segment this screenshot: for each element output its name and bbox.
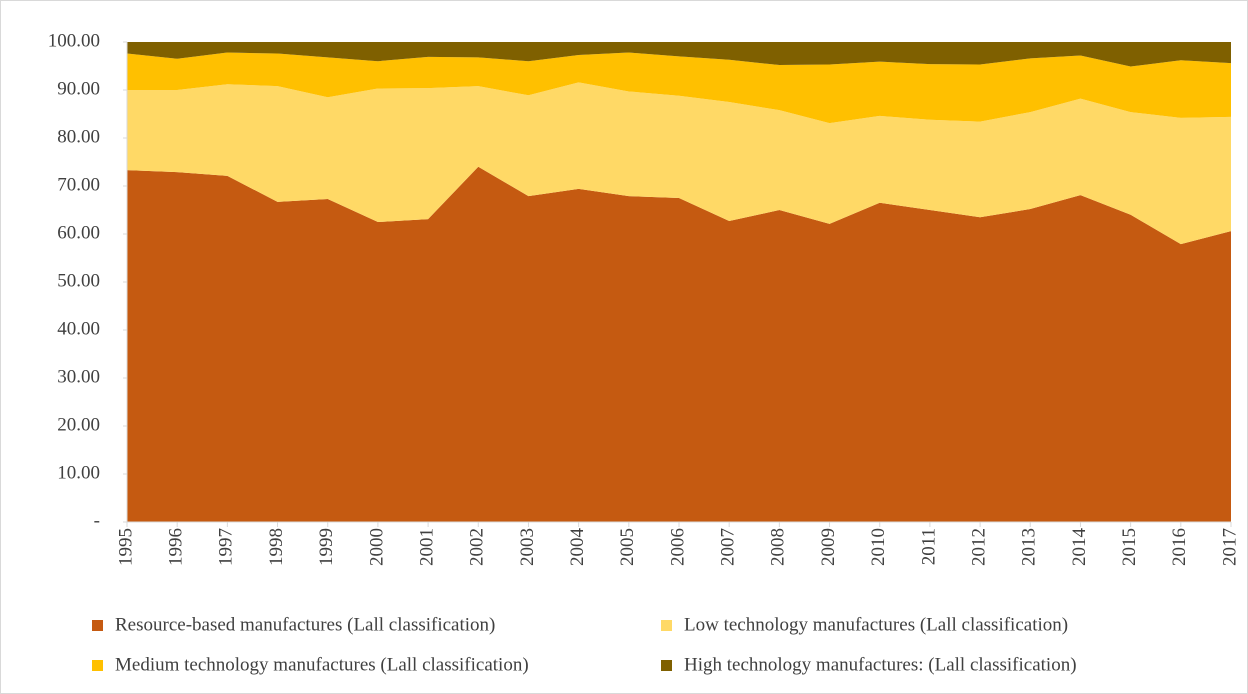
- y-tick-label: 100.00: [48, 30, 100, 51]
- x-tick-label: 2007: [718, 528, 739, 566]
- y-tick-label: 10.00: [57, 462, 100, 483]
- y-tick-label: 90.00: [57, 78, 100, 99]
- x-tick-label: 2010: [868, 528, 889, 566]
- x-tick-label: 2000: [366, 528, 387, 566]
- y-tick-label: 80.00: [57, 126, 100, 147]
- x-tick-label: 1997: [216, 528, 237, 566]
- x-tick-label: 2006: [667, 528, 688, 566]
- legend-label: Medium technology manufactures (Lall cla…: [115, 654, 529, 675]
- legend-label: Resource-based manufactures (Lall classi…: [115, 614, 495, 635]
- x-tick-label: 2002: [467, 528, 488, 566]
- x-tick-label: 2009: [818, 528, 839, 566]
- x-tick-label: 2016: [1169, 528, 1190, 566]
- x-tick-label: 1995: [115, 528, 136, 566]
- area: [127, 52, 1231, 124]
- x-tick-label: 2004: [567, 528, 588, 567]
- legend-marker: [92, 620, 103, 631]
- x-tick-label: 1996: [166, 528, 187, 566]
- x-tick-label: 1998: [266, 528, 287, 566]
- y-tick-label: -: [94, 510, 100, 531]
- x-tick-label: 2011: [918, 528, 939, 565]
- legend-label: High technology manufactures: (Lall clas…: [684, 654, 1077, 675]
- y-tick-label: 40.00: [57, 318, 100, 339]
- y-tick-label: 50.00: [57, 270, 100, 291]
- y-tick-label: 60.00: [57, 222, 100, 243]
- x-tick-label: 1999: [316, 528, 337, 566]
- legend-label: Low technology manufactures (Lall classi…: [684, 614, 1068, 635]
- x-tick-label: 2012: [968, 528, 989, 566]
- x-tick-label: 2001: [416, 528, 437, 566]
- area: [127, 42, 1231, 67]
- x-tick-label: 2017: [1219, 528, 1240, 566]
- x-tick-label: 2015: [1119, 528, 1140, 566]
- x-tick-label: 2008: [768, 528, 789, 566]
- legend-marker: [661, 620, 672, 631]
- area: [127, 82, 1231, 245]
- x-tick-label: 2013: [1019, 528, 1040, 566]
- x-tick-label: 2005: [617, 528, 638, 566]
- legend-marker: [92, 660, 103, 671]
- area: [127, 166, 1231, 523]
- y-tick-label: 70.00: [57, 174, 100, 195]
- x-tick-label: 2003: [517, 528, 538, 566]
- legend-marker: [661, 660, 672, 671]
- y-tick-label: 30.00: [57, 366, 100, 387]
- x-tick-label: 2014: [1069, 528, 1090, 567]
- y-tick-label: 20.00: [57, 414, 100, 435]
